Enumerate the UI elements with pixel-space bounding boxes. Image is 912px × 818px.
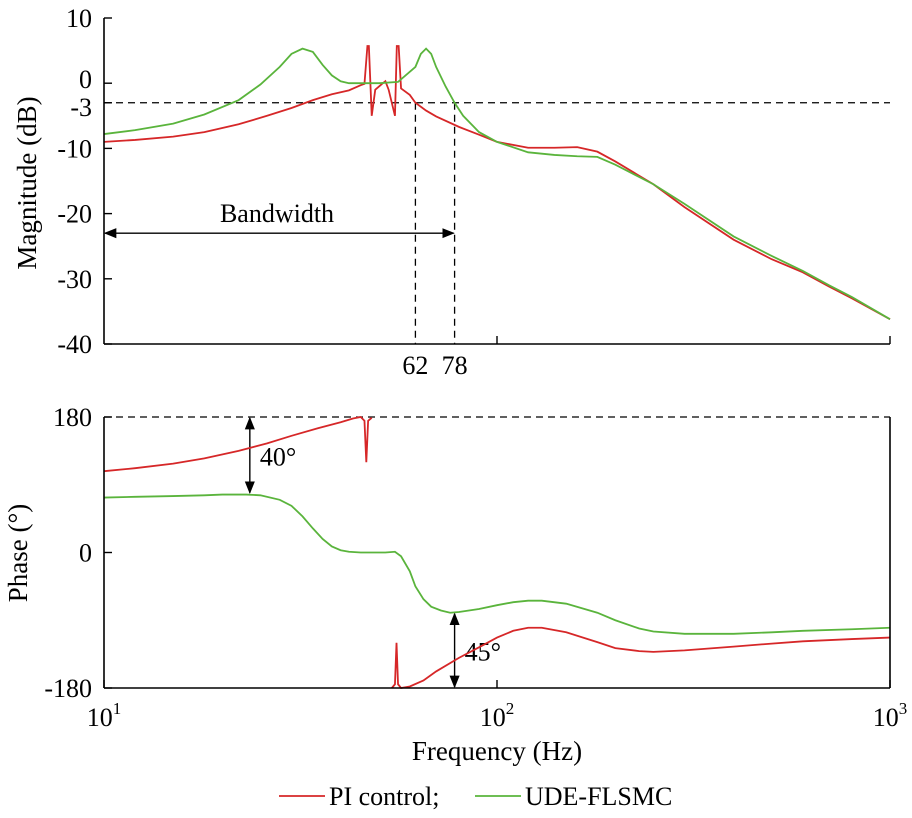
phase-series-pi-control	[103, 416, 373, 473]
cutoff-78-label: 78	[442, 351, 468, 380]
cutoff-62-label: 62	[402, 351, 428, 380]
phase-y-tick-label: 0	[79, 539, 92, 568]
magnitude-reference-lines: 62 78	[104, 102, 890, 380]
phase-series-ude-flsmc	[103, 493, 891, 635]
bandwidth-label: Bandwidth	[220, 199, 334, 228]
pi-phase-margin-label: 40°	[260, 442, 296, 471]
magnitude-panel: 62 78 Bandwidth 10 0-3 -10 -20 -30 -40 Magnitu…	[12, 4, 891, 380]
magnitude-y-tick-label: -3	[70, 93, 92, 122]
magnitude-axes: 10 0-3 -10 -20 -30 -40	[57, 4, 891, 359]
magnitude-y-tick-label: -30	[57, 265, 92, 294]
legend-pi-label: PI control;	[329, 782, 440, 811]
phase-y-axis-title: Phase (°)	[3, 504, 33, 603]
legend: PI control; UDE-FLSMC	[279, 782, 672, 811]
phase-x-tick-label: 101	[87, 699, 122, 732]
magnitude-y-tick-label: -20	[57, 200, 92, 229]
phase-y-tick-label: 180	[53, 403, 92, 432]
magnitude-series	[103, 45, 891, 321]
phase-x-tick-label: 102	[480, 699, 515, 732]
magnitude-y-axis-title: Magnitude (dB)	[12, 96, 42, 269]
magnitude-series-pi-control	[103, 45, 891, 321]
magnitude-y-tick-label: 10	[66, 4, 92, 33]
phase-y-tick-label: -180	[44, 674, 92, 703]
magnitude-annotations: Bandwidth	[103, 199, 455, 239]
legend-ude-label: UDE-FLSMC	[525, 782, 672, 811]
magnitude-y-tick-label: -40	[57, 330, 92, 359]
x-axis-title: Frequency (Hz)	[412, 736, 582, 766]
magnitude-y-tick-label: 0	[79, 65, 92, 94]
phase-annotations: 40°45°	[244, 416, 501, 689]
phase-x-tick-label: 103	[873, 699, 908, 732]
magnitude-series-ude-flsmc	[103, 47, 891, 320]
magnitude-y-tick-label: -10	[57, 134, 92, 163]
